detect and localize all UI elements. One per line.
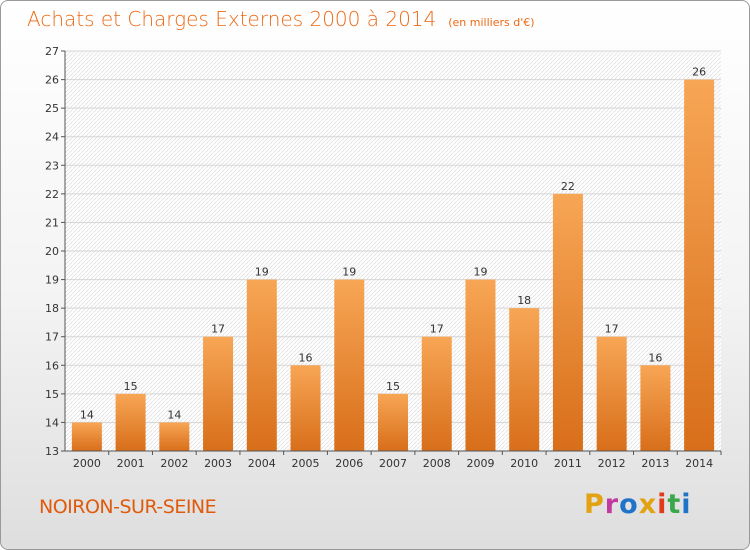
logo-letter: o (619, 489, 639, 520)
x-tick-label: 2004 (248, 457, 276, 470)
data-label: 14 (80, 408, 94, 421)
y-axis-ticks: 13 14 15 16 17 18 19 20 21 22 23 24 25 26 27 (45, 45, 65, 458)
y-tick-label: 19 (45, 274, 59, 287)
logo-letter: P (584, 489, 605, 520)
x-tick-label: 2006 (335, 457, 363, 470)
data-label: 19 (473, 266, 487, 279)
bar (71, 422, 102, 451)
bar (159, 422, 190, 451)
chart-subtitle: (en milliers d'€) (448, 16, 535, 29)
bar (378, 393, 408, 451)
bar (640, 365, 671, 451)
logo-letter: r (604, 489, 620, 520)
data-label: 19 (342, 266, 356, 279)
data-label: 18 (517, 294, 531, 307)
y-tick-label: 18 (45, 302, 59, 315)
y-tick-label: 24 (45, 131, 59, 144)
bar (203, 336, 234, 451)
y-tick-label: 23 (45, 159, 59, 172)
logo-letter: x (638, 489, 658, 520)
data-label: 26 (692, 66, 706, 79)
y-tick-label: 14 (45, 416, 59, 429)
y-tick-label: 13 (45, 445, 59, 458)
x-axis-ticks: 2000 2001 2002 2003 2004 2005 2006 2007 2008 2009… (73, 451, 722, 470)
logo-letter: i (657, 489, 668, 520)
x-tick-label: 2013 (641, 457, 669, 470)
data-label: 17 (605, 323, 619, 336)
chart-title: Achats et Charges Externes 2000 à 2014 (27, 7, 437, 31)
logo-letter: t (667, 489, 682, 520)
bar (290, 365, 321, 451)
data-label: 15 (124, 380, 138, 393)
data-label: 22 (561, 180, 575, 193)
data-label: 16 (648, 351, 662, 364)
proxiti-logo: Proxiti (584, 489, 692, 520)
logo-letter: i (681, 489, 692, 520)
bar (684, 79, 715, 452)
data-labels: 14 15 14 17 19 16 19 15 17 19 18 22 17 16 26 (80, 66, 706, 422)
x-tick-label: 2003 (204, 457, 232, 470)
x-tick-label: 2001 (117, 457, 145, 470)
x-tick-label: 2009 (466, 457, 494, 470)
x-tick-label: 2014 (685, 457, 713, 470)
x-tick-label: 2008 (423, 457, 451, 470)
bar (421, 336, 452, 451)
y-tick-label: 16 (45, 359, 59, 372)
y-tick-label: 20 (45, 245, 59, 258)
x-tick-label: 2000 (73, 457, 101, 470)
y-tick-label: 22 (45, 188, 59, 201)
commune-name: NOIRON-SUR-SEINE (39, 496, 217, 518)
bar (465, 279, 496, 451)
x-tick-label: 2011 (554, 457, 582, 470)
bars-group (71, 79, 715, 452)
bar (334, 279, 365, 451)
y-tick-label: 27 (45, 45, 59, 58)
bar (509, 308, 540, 451)
data-label: 16 (299, 351, 313, 364)
x-tick-label: 2012 (598, 457, 626, 470)
x-tick-label: 2007 (379, 457, 407, 470)
y-tick-label: 26 (45, 74, 59, 87)
data-label: 14 (167, 408, 181, 421)
title-block: Achats et Charges Externes 2000 à 2014 (… (27, 7, 535, 31)
bar (115, 393, 146, 451)
y-tick-label: 25 (45, 102, 59, 115)
y-tick-label: 21 (45, 216, 59, 229)
data-label: 15 (386, 380, 400, 393)
bar (596, 336, 627, 451)
x-tick-label: 2005 (292, 457, 320, 470)
y-tick-label: 15 (45, 388, 59, 401)
bar (552, 193, 583, 451)
x-tick-label: 2002 (160, 457, 188, 470)
bar (246, 279, 277, 451)
data-label: 17 (430, 323, 444, 336)
x-tick-label: 2010 (510, 457, 538, 470)
data-label: 17 (211, 323, 225, 336)
data-label: 19 (255, 266, 269, 279)
y-tick-label: 17 (45, 331, 59, 344)
